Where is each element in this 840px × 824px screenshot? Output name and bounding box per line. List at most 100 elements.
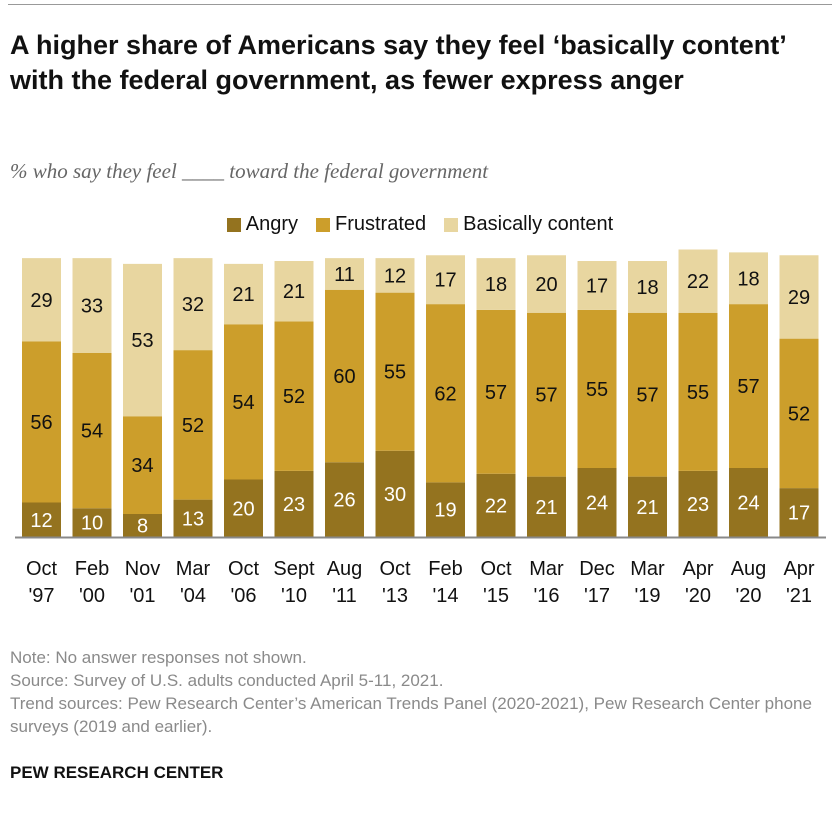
legend-item-frustrated: Frustrated: [316, 213, 426, 236]
data-label: 22: [485, 495, 507, 517]
top-rule: [8, 4, 832, 5]
x-tick-label: Mar: [176, 558, 211, 580]
legend-item-content: Basically content: [444, 213, 613, 236]
x-tick-label: Nov: [125, 558, 161, 580]
data-label: 33: [81, 296, 103, 318]
bar-basically-content: [123, 263, 162, 417]
x-tick-label: Oct: [26, 558, 58, 580]
bar-frustrated: [375, 292, 415, 451]
bar-frustrated: [577, 309, 617, 468]
data-label: 52: [283, 386, 305, 408]
data-label: 23: [687, 494, 709, 516]
legend-label: Basically content: [463, 213, 614, 235]
x-tick-label: '10: [281, 585, 307, 607]
bar-basically-content: [22, 258, 61, 342]
x-tick-label: Dec: [579, 558, 615, 580]
bar-frustrated: [173, 350, 213, 500]
x-tick-label: '00: [79, 585, 105, 607]
bar-frustrated: [527, 312, 566, 477]
x-tick-label: '13: [382, 585, 408, 607]
data-label: 57: [485, 382, 507, 404]
legend-item-angry: Angry: [226, 213, 298, 236]
data-label: 52: [182, 415, 204, 437]
legend-label: Angry: [245, 213, 298, 235]
data-label: 23: [283, 494, 305, 516]
chart-subtitle: % who say they feel ____ toward the fede…: [10, 159, 489, 183]
data-label: 18: [737, 268, 759, 290]
data-label: 12: [30, 510, 52, 532]
x-tick-label: Mar: [630, 558, 665, 580]
x-tick-label: Aug: [327, 558, 363, 580]
bar-basically-content: [729, 252, 768, 305]
bar-basically-content: [173, 258, 213, 351]
x-tick-label: '16: [533, 585, 559, 607]
bar-plot: 12 56 29 Oct '97 10 54 33 Feb '00 8 34 53 Nov '01 13 52 3…: [15, 249, 826, 607]
bar-basically-content: [577, 261, 617, 310]
data-label: 24: [586, 493, 608, 515]
pew-logo-text: PEW RESEARCH CENTER: [10, 763, 224, 782]
x-tick-label: Oct: [480, 558, 512, 580]
bar-frustrated: [72, 353, 112, 509]
x-tick-label: '15: [483, 585, 509, 607]
bar-frustrated: [779, 338, 819, 489]
x-tick-label: '19: [634, 585, 660, 607]
data-label: 55: [586, 379, 608, 401]
data-label: 53: [131, 330, 153, 352]
data-label: 20: [535, 274, 557, 296]
bar-frustrated: [628, 312, 667, 477]
data-label: 21: [232, 284, 254, 306]
source: Source: Survey of U.S. adults conducted …: [10, 671, 444, 690]
bar-basically-content: [325, 258, 364, 290]
x-tick-label: Apr: [783, 558, 814, 580]
bar-angry: [577, 468, 617, 537]
bar-angry: [527, 476, 566, 537]
bar-basically-content: [274, 261, 314, 322]
bar-angry: [678, 470, 718, 537]
trend-sources: Trend sources: Pew Research Center’s Ame…: [10, 694, 812, 736]
bar-basically-content: [375, 258, 415, 293]
data-label: 52: [788, 403, 810, 425]
data-label: 13: [182, 508, 204, 530]
bar-angry: [123, 514, 162, 537]
bar-frustrated: [325, 289, 364, 463]
bar-angry: [72, 508, 112, 537]
data-label: 62: [434, 383, 456, 405]
data-label: 17: [586, 275, 608, 297]
bar-basically-content: [72, 258, 112, 353]
bar-frustrated: [476, 309, 516, 474]
note: Note: No answer responses not shown.: [10, 648, 307, 667]
data-label: 29: [788, 287, 810, 309]
legend-swatch: [316, 217, 330, 232]
data-label: 20: [232, 498, 254, 520]
x-tick-label: Sept: [273, 558, 315, 580]
data-label: 29: [30, 290, 52, 312]
data-label: 12: [384, 265, 406, 287]
x-tick-label: '20: [735, 585, 761, 607]
bar-frustrated: [274, 321, 314, 471]
bar-angry: [325, 462, 364, 537]
bar-angry: [22, 502, 61, 537]
data-label: 8: [137, 516, 148, 538]
data-label: 54: [232, 392, 254, 414]
x-tick-label: Feb: [428, 558, 462, 580]
data-label: 30: [384, 484, 406, 506]
bar-angry: [476, 473, 516, 537]
data-label: 26: [333, 490, 355, 512]
bar-frustrated: [426, 304, 465, 483]
data-label: 24: [737, 493, 759, 515]
bar-basically-content: [527, 255, 566, 313]
data-label: 11: [334, 264, 355, 286]
notes: Note: No answer responses not shown. Sou…: [10, 646, 830, 738]
bar-angry: [274, 470, 314, 537]
bar-basically-content: [426, 255, 465, 305]
legend-swatch: [226, 217, 241, 232]
bar-angry: [628, 476, 667, 537]
data-label: 19: [434, 500, 456, 522]
x-tick-label: '17: [584, 585, 610, 607]
bar-basically-content: [476, 258, 516, 310]
x-tick-label: Mar: [529, 558, 564, 580]
x-tick-label: Oct: [228, 558, 260, 580]
data-label: 18: [485, 274, 507, 296]
bar-angry: [426, 482, 465, 537]
